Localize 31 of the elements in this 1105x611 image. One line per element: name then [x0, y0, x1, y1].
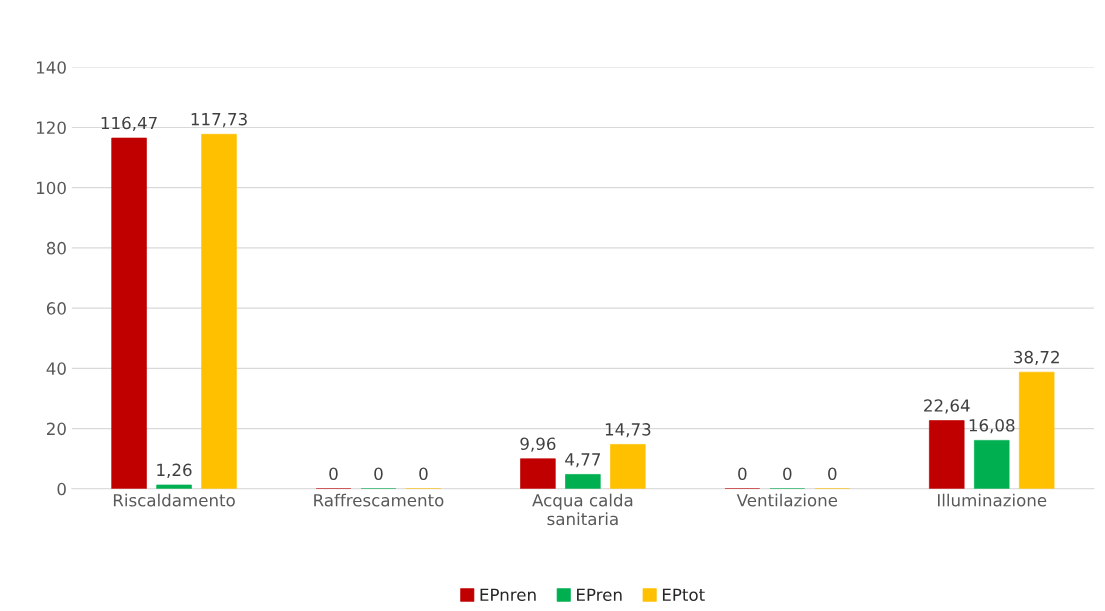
data-label: 117,73	[191, 112, 247, 128]
data-label: 22,64	[924, 399, 970, 414]
y-tick-label: 0	[57, 482, 66, 496]
data-label: 14,73	[605, 423, 651, 438]
legend-label: EPnren	[480, 588, 536, 602]
x-tick-label: Riscaldamento	[113, 493, 235, 507]
legend-label: EPtot	[662, 588, 705, 602]
y-tick-label: 120	[36, 121, 66, 135]
data-label: 0	[738, 467, 747, 481]
y-tick-label: 100	[36, 181, 66, 195]
legend-label: EPren	[577, 588, 622, 602]
x-tick-label: Illuminazione	[937, 493, 1047, 507]
y-tick-label: 60	[46, 302, 66, 315]
data-label: 0	[828, 467, 837, 481]
x-tick-label: Ventilazione	[736, 493, 838, 507]
y-tick-label: 40	[46, 362, 66, 375]
x-tick-label: Raffrescamento	[314, 493, 444, 507]
x-tick-label: Acqua calda sanitaria	[532, 493, 633, 526]
y-tick-label: 140	[36, 61, 66, 74]
data-label: 16,08	[969, 418, 1015, 434]
data-label: 38,72	[1014, 350, 1059, 366]
y-tick-label: 20	[46, 422, 66, 436]
data-label: 1,26	[157, 463, 192, 478]
data-label: 0	[329, 467, 338, 481]
data-label: 4,77	[565, 453, 601, 468]
data-label: 9,96	[520, 437, 556, 452]
data-label: 0	[374, 467, 383, 481]
data-label: 0	[419, 467, 428, 481]
data-label: 116,47	[101, 116, 157, 131]
data-label: 0	[783, 467, 792, 481]
y-tick-label: 80	[46, 241, 66, 255]
